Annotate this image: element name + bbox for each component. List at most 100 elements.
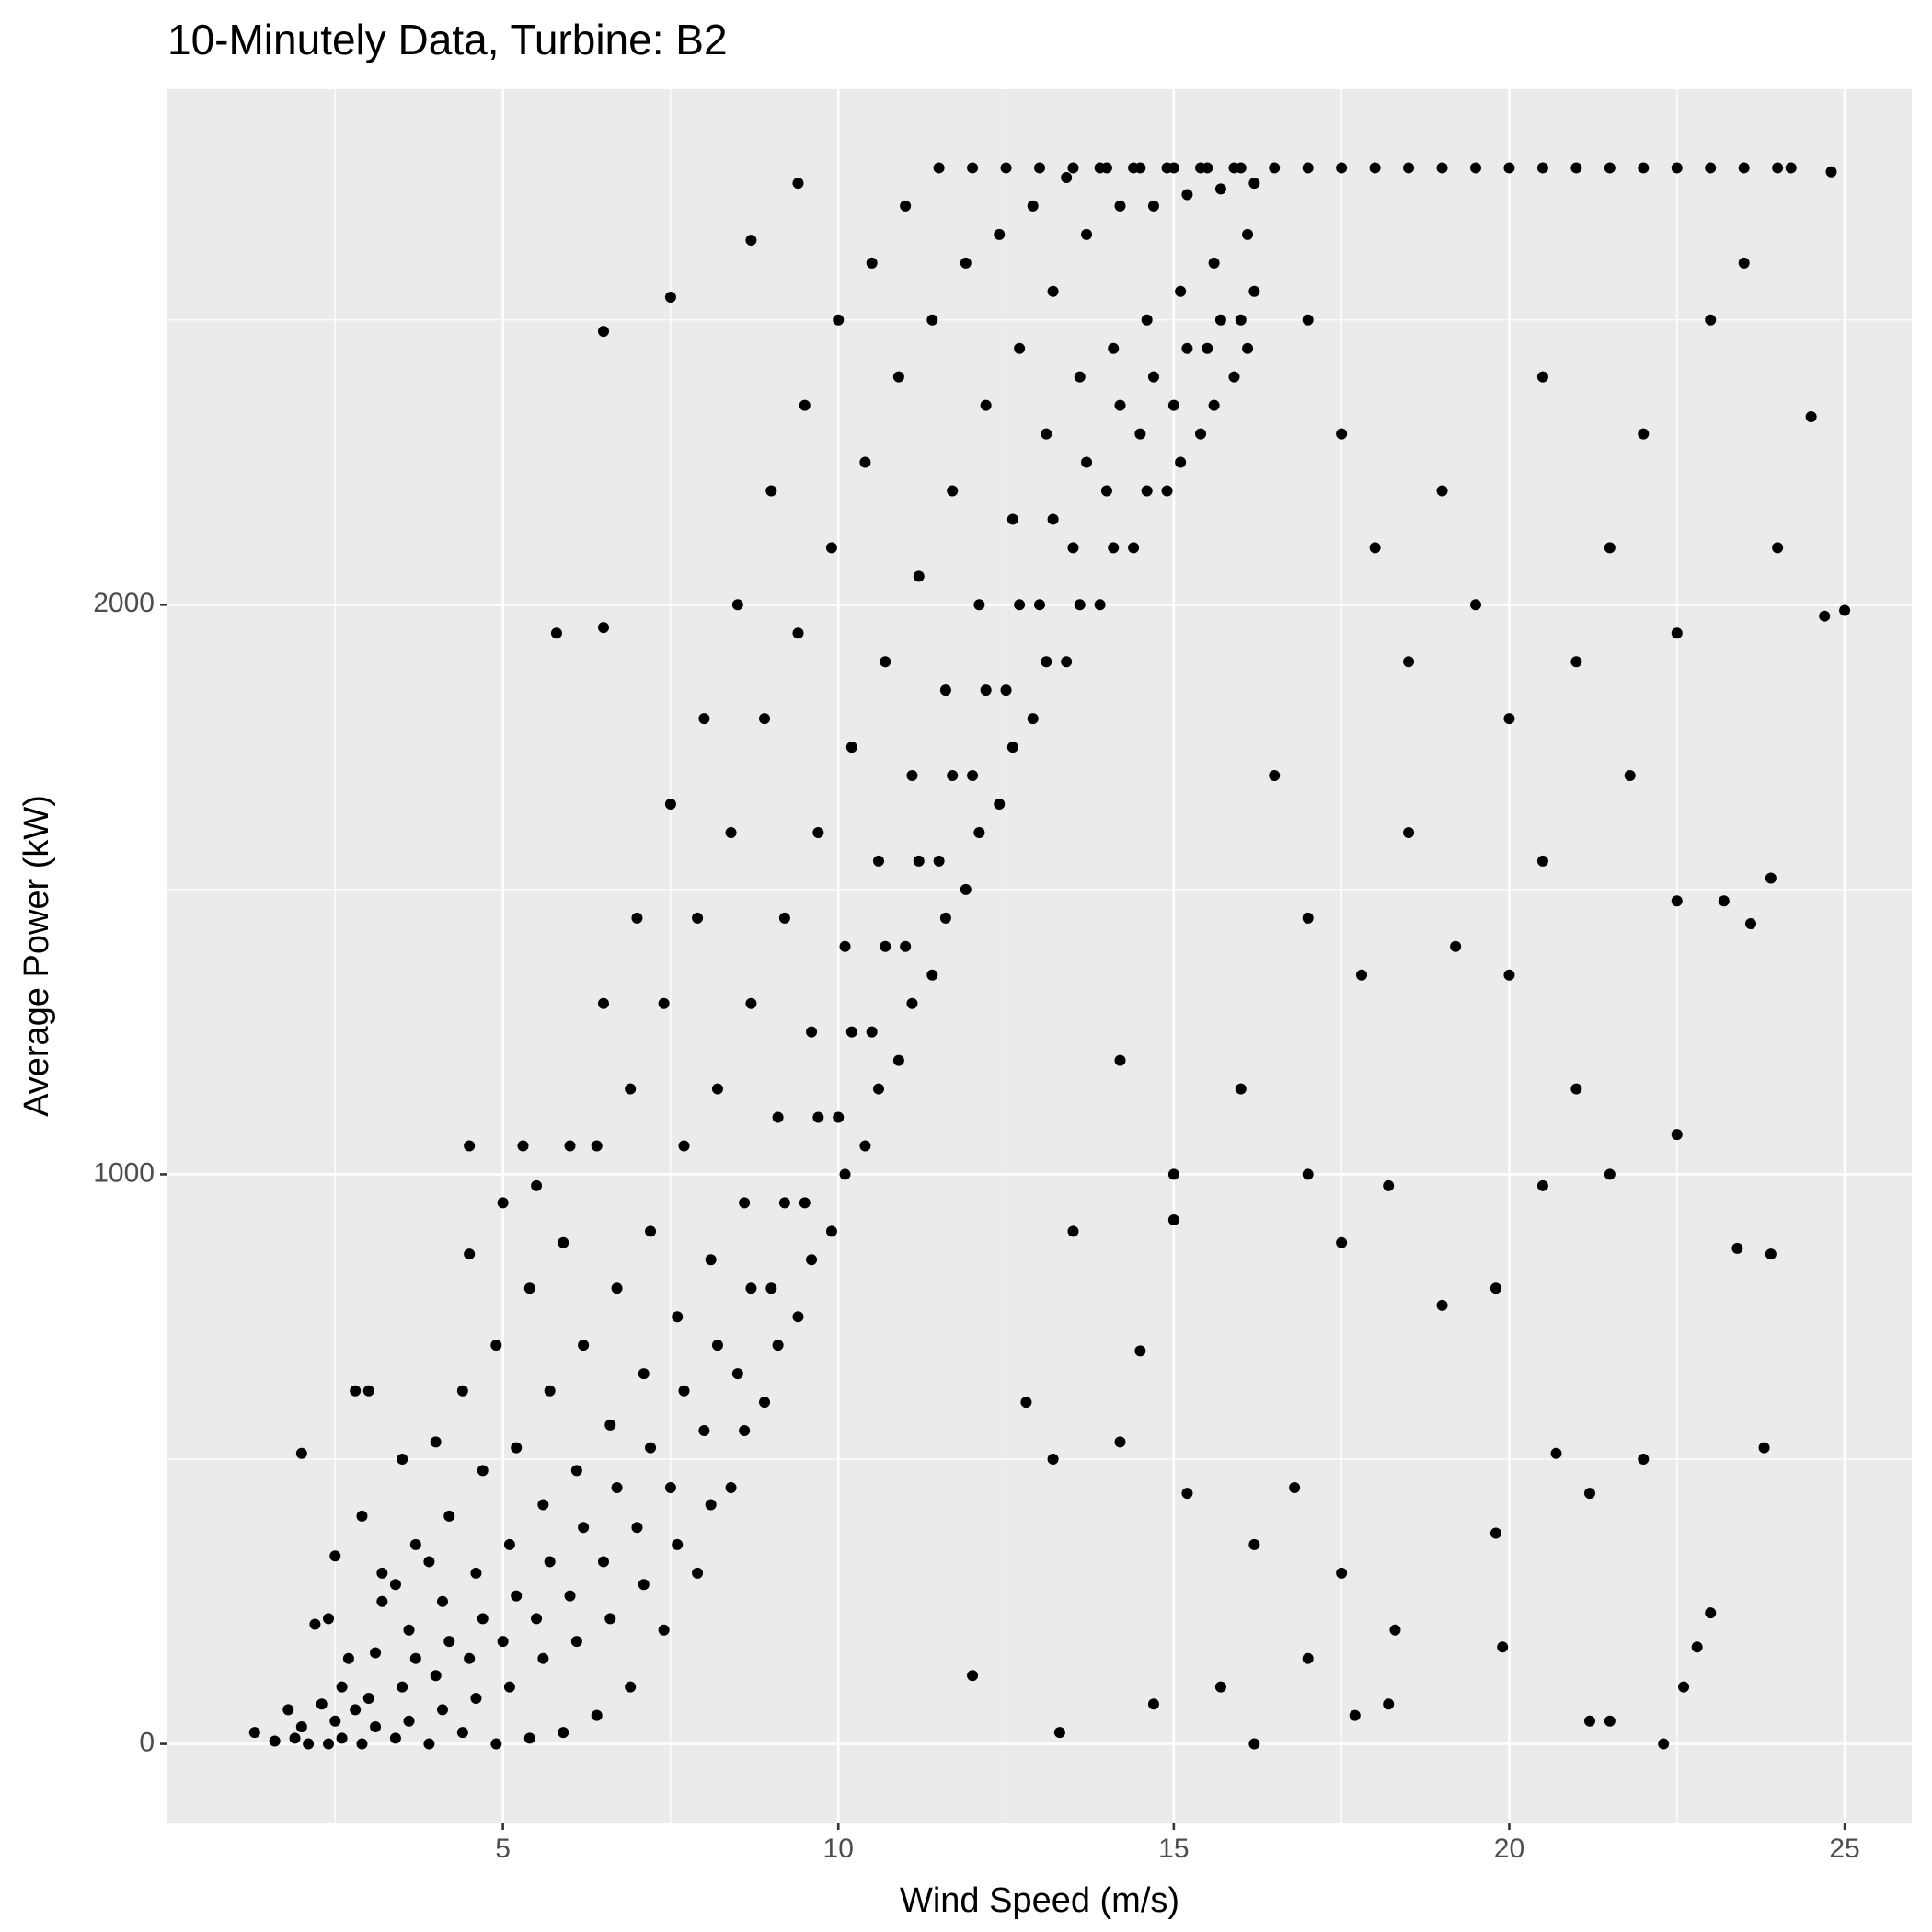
point [490,1340,502,1351]
point [745,235,757,247]
point [1000,684,1012,696]
point [960,257,972,269]
x-tick-label: 15 [1158,1834,1189,1864]
point [477,1613,489,1625]
point [1336,428,1348,440]
point [591,1140,603,1152]
point [1744,918,1756,930]
point [470,1567,482,1579]
point [1805,410,1817,422]
point [1147,200,1159,212]
point [711,1340,723,1351]
point [778,1197,790,1209]
point [645,1442,657,1454]
point [1108,342,1120,354]
point [511,1590,523,1602]
point [658,997,670,1009]
point [625,1681,637,1693]
point [477,1465,489,1477]
point [711,1083,723,1095]
point [765,485,777,497]
point [1758,1442,1770,1454]
point [1235,1083,1247,1095]
point [1014,599,1026,611]
point [1705,314,1717,326]
point [1302,162,1314,174]
point [833,314,845,326]
point [1147,1698,1159,1710]
point [866,257,878,269]
point [1128,162,1140,174]
point [994,799,1006,811]
point [295,1447,307,1459]
point [1839,604,1851,616]
point [892,371,904,383]
y-tick-label: 1000 [93,1157,155,1188]
point [517,1140,529,1152]
point [523,1732,535,1744]
point [745,1282,757,1294]
point [1765,872,1777,884]
point [1248,1538,1260,1550]
point [1067,1225,1079,1237]
point [1248,285,1260,297]
point [490,1738,502,1750]
point [625,1083,637,1095]
point [1175,285,1187,297]
point [443,1510,455,1522]
point [503,1681,515,1693]
point [397,1453,408,1465]
point [1034,599,1045,611]
point [1242,228,1254,240]
point [1114,399,1126,411]
point [1731,1242,1743,1254]
point [1100,485,1112,497]
point [1604,542,1616,554]
point [1074,371,1086,383]
point [906,997,918,1009]
point [282,1704,294,1716]
point [1819,610,1831,622]
point [799,1197,811,1209]
point [1108,542,1120,554]
point [1604,1168,1616,1180]
point [1061,656,1073,668]
point [725,826,737,838]
point [692,1567,704,1579]
point [812,826,824,838]
point [598,622,609,634]
point [1638,162,1650,174]
point [430,1436,442,1448]
point [1134,428,1146,440]
point [973,599,985,611]
point [880,940,891,952]
point [578,1340,590,1351]
point [1489,1527,1501,1539]
point [248,1727,260,1739]
point [1181,342,1193,354]
point [1436,485,1448,497]
point [664,799,676,811]
point [664,291,676,303]
point [1228,371,1240,383]
point [511,1442,523,1454]
point [1383,1179,1395,1191]
point [638,1368,650,1380]
point [725,1481,737,1493]
point [739,1425,751,1437]
point [825,1225,837,1237]
point [376,1595,388,1607]
point [456,1385,468,1397]
point [604,1613,616,1625]
point [356,1510,368,1522]
point [1006,742,1018,753]
point [1047,285,1059,297]
point [1114,1436,1126,1448]
point [531,1179,543,1191]
point [1081,228,1093,240]
point [1141,314,1153,326]
point [336,1681,348,1693]
point [356,1738,368,1750]
